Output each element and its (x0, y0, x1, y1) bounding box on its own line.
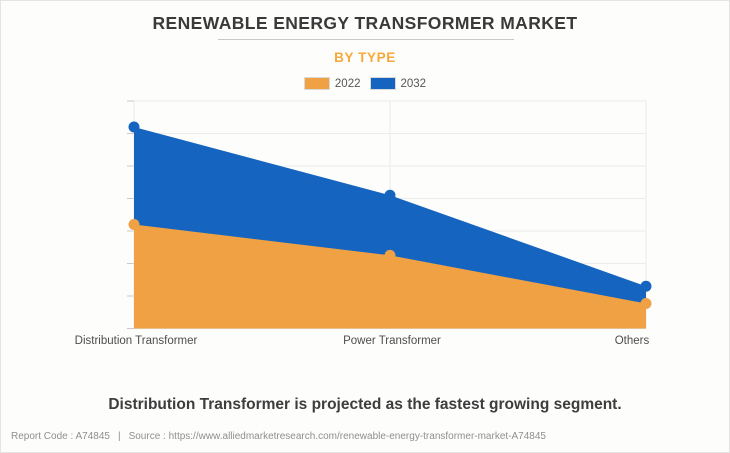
x-axis-labels: Distribution Transformer Power Transform… (1, 335, 729, 351)
footer-separator: | (117, 431, 121, 442)
area-series-2022 (134, 224, 646, 329)
data-point-2022[interactable] (384, 249, 396, 261)
legend-swatch-2032-icon (369, 77, 396, 90)
legend-label-2022: 2022 (334, 77, 361, 90)
data-point-2032[interactable] (384, 189, 396, 201)
data-point-2022[interactable] (128, 219, 140, 230)
legend-swatch-2022-icon (303, 77, 330, 90)
legend-label-2032: 2032 (400, 77, 427, 90)
report-code: Report Code : A74845 (11, 431, 110, 442)
source-url: Source : https://www.alliedmarketresearc… (128, 431, 546, 442)
data-point-2032[interactable] (128, 121, 140, 133)
area-chart (1, 96, 729, 332)
page-title: RENEWABLE ENERGY TRANSFORMER MARKET (152, 13, 578, 33)
area-chart-canvas (127, 100, 652, 329)
x-axis-label-power-transformer: Power Transformer (343, 335, 441, 347)
data-point-2022[interactable] (640, 297, 652, 309)
chart-legend: 2022 2032 (1, 77, 729, 90)
chart-subtitle: BY TYPE (334, 50, 396, 65)
x-axis-label-others: Others (614, 335, 650, 347)
title-divider (218, 39, 514, 40)
legend-item-2022[interactable]: 2022 (303, 77, 361, 90)
annotation-text: Distribution Transformer is projected as… (108, 396, 622, 413)
data-point-2032[interactable] (640, 280, 652, 292)
legend-item-2032[interactable]: 2032 (369, 77, 427, 90)
x-axis-label-distribution-transformer: Distribution Transformer (74, 335, 198, 347)
footer: Report Code : A74845 | Source : https://ww… (11, 431, 719, 442)
